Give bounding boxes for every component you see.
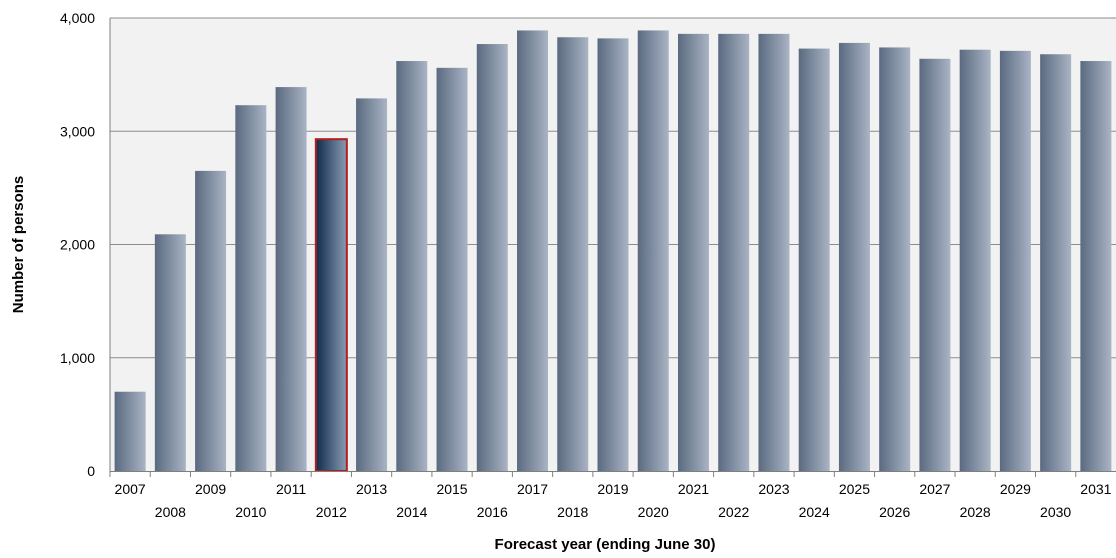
x-tick-label: 2022 (718, 504, 749, 520)
x-tick-label: 2024 (799, 504, 830, 520)
bar (476, 44, 508, 472)
x-tick-label: 2030 (1040, 504, 1071, 520)
bar (879, 47, 911, 471)
x-tick-label: 2018 (557, 504, 588, 520)
bar-highlighted (314, 138, 348, 473)
x-tick-label: 2028 (960, 504, 991, 520)
y-axis: 0 1,000 2,000 3,000 4,000 (60, 10, 1116, 479)
bar (637, 30, 669, 472)
x-axis: 2007 2008 2009 2010 2011 2012 2013 2014 2015 2016… (109, 472, 1112, 520)
x-tick-label: 2017 (517, 481, 548, 497)
y-tick-label: 0 (87, 463, 95, 479)
bar (919, 58, 951, 472)
bar (597, 38, 629, 471)
x-tick-label: 2010 (235, 504, 266, 520)
bar (758, 33, 790, 471)
bar (356, 98, 388, 471)
x-tick-label: 2009 (195, 481, 226, 497)
bar (677, 33, 709, 471)
bar (959, 49, 991, 472)
x-tick-label: 2023 (758, 481, 789, 497)
x-tick-label: 2019 (597, 481, 628, 497)
x-axis-title: Forecast year (ending June 30) (495, 536, 716, 553)
x-tick-label: 2025 (839, 481, 870, 497)
x-tick-label: 2013 (356, 481, 387, 497)
x-tick-label: 2014 (396, 504, 427, 520)
bar (838, 42, 870, 471)
bar (557, 37, 589, 471)
bar (1040, 54, 1072, 472)
bar (275, 87, 307, 472)
x-tick-label: 2016 (477, 504, 508, 520)
bar (436, 67, 468, 471)
x-tick-label: 2027 (919, 481, 950, 497)
x-tick-label: 2015 (436, 481, 467, 497)
x-tick-label: 2008 (155, 504, 186, 520)
bars (114, 30, 1112, 473)
y-tick-label: 4,000 (60, 10, 95, 26)
x-tick-label: 2029 (1000, 481, 1031, 497)
y-tick-label: 1,000 (60, 350, 95, 366)
y-tick-label: 2,000 (60, 237, 95, 253)
bar (798, 48, 830, 471)
bar (517, 30, 549, 472)
bar (999, 50, 1031, 471)
x-tick-label: 2007 (115, 481, 146, 497)
bar (114, 391, 146, 471)
bar (718, 33, 750, 471)
x-tick-label: 2031 (1080, 481, 1111, 497)
bar (396, 61, 428, 471)
y-tick-label: 3,000 (60, 123, 95, 139)
bar (195, 170, 227, 471)
x-tick-label: 2012 (316, 504, 347, 520)
x-tick-label: 2020 (638, 504, 669, 520)
bar (154, 234, 186, 471)
bar (235, 105, 267, 471)
bar (1080, 61, 1112, 471)
x-tick-label: 2011 (276, 481, 306, 497)
x-tick-label: 2026 (879, 504, 910, 520)
y-axis-title: Number of persons (10, 176, 27, 314)
x-tick-label: 2021 (678, 481, 709, 497)
